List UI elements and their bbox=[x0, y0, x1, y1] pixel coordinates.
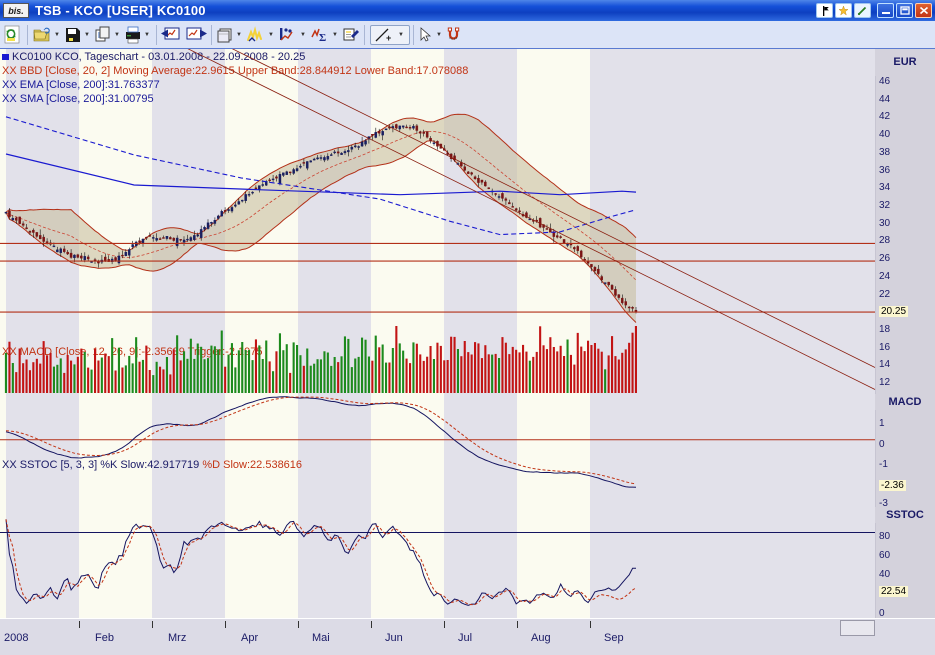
svg-text:+: + bbox=[386, 33, 391, 43]
svg-text:Σ: Σ bbox=[319, 32, 326, 44]
